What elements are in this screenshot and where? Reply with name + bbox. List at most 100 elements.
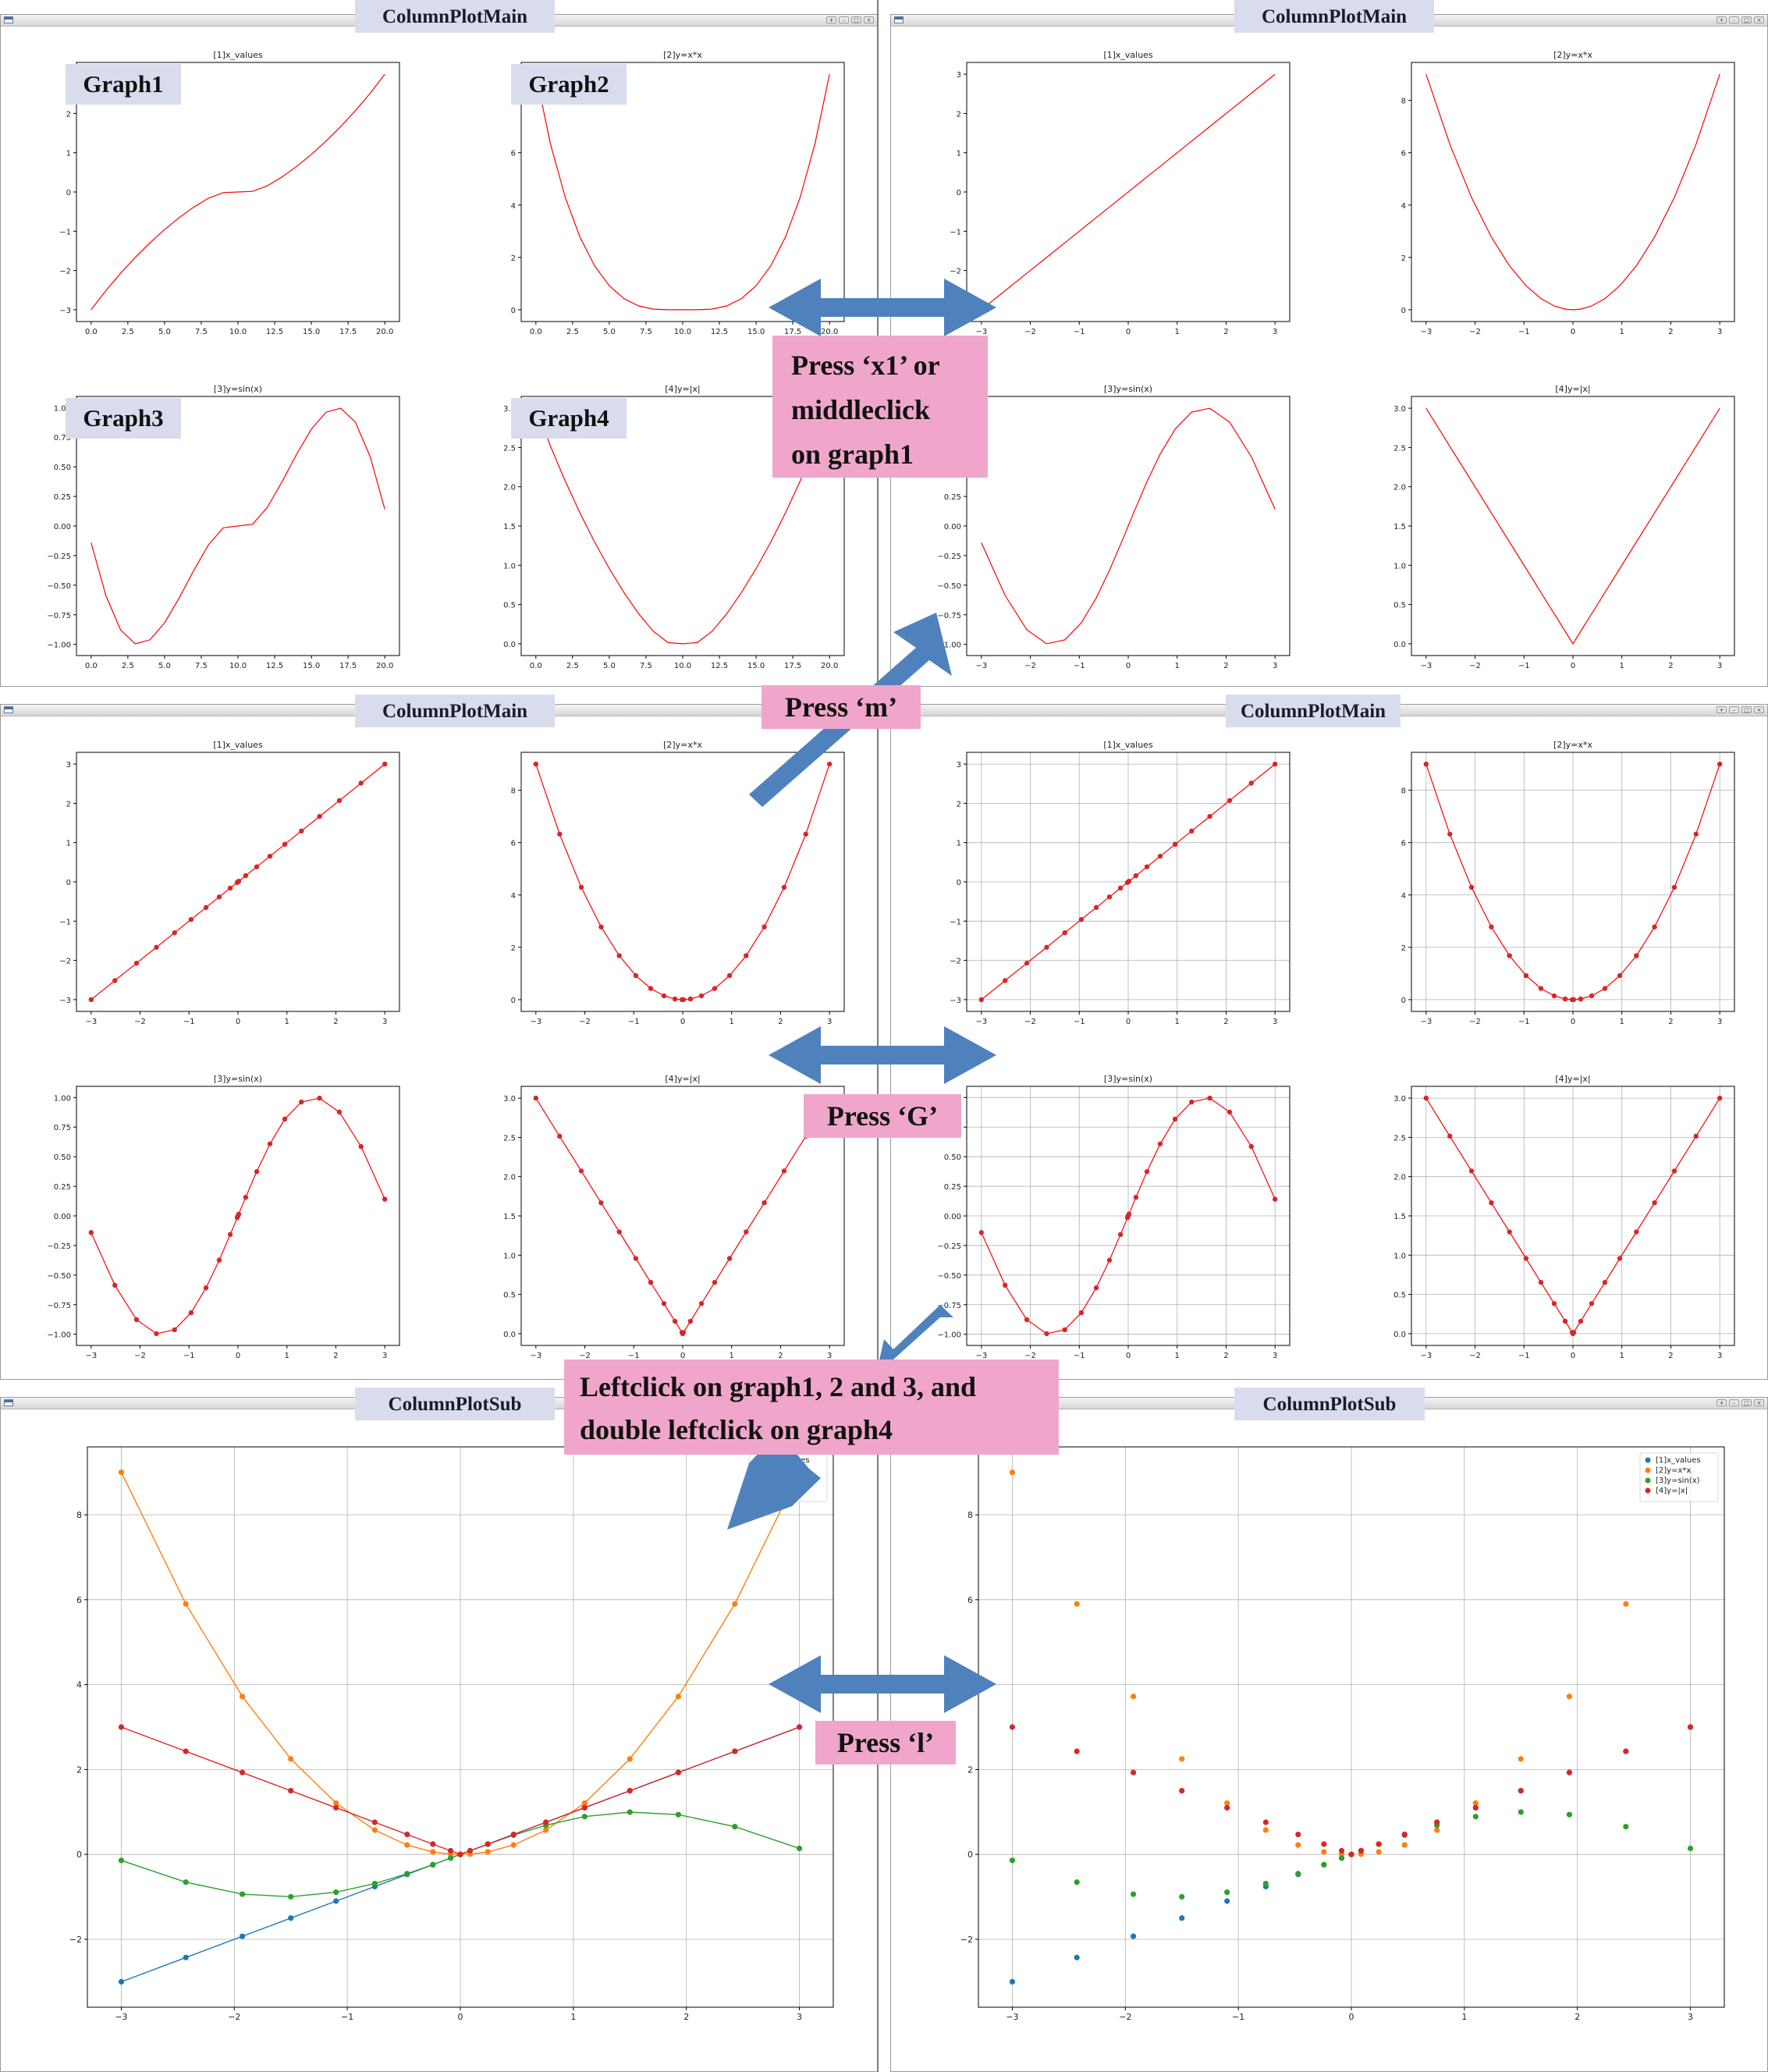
y-tick-label: 0.0	[503, 641, 516, 649]
data-point	[172, 929, 177, 936]
data-point	[382, 1196, 388, 1202]
x-tick-label: 12.5	[266, 662, 283, 670]
x-tick-label: 1	[1175, 1018, 1180, 1026]
data-point	[1074, 1748, 1080, 1754]
window-app-icon[interactable]	[894, 16, 904, 23]
data-point	[1295, 1842, 1301, 1848]
x-tick-label: 2	[778, 1352, 783, 1360]
x-tick-label: 12.5	[711, 662, 728, 670]
minimize-button[interactable]: –	[1729, 1399, 1739, 1406]
maximize-button[interactable]: □	[851, 16, 861, 23]
y-tick-label: 1	[66, 150, 71, 158]
data-point	[1423, 761, 1429, 767]
data-point	[267, 853, 273, 859]
x-tick-label: 10.0	[229, 662, 247, 670]
window-app-icon[interactable]	[4, 16, 13, 23]
x-tick-label: 20.0	[376, 662, 393, 670]
configure-subplots-button[interactable]: +	[1717, 1399, 1727, 1406]
x-tick-label: −2	[1024, 1018, 1036, 1026]
data-point	[371, 1819, 378, 1825]
maximize-button[interactable]: □	[1741, 16, 1752, 23]
x-tick-label: 10.0	[229, 328, 247, 336]
data-point	[1321, 1841, 1327, 1847]
y-tick-label: 3	[957, 761, 961, 769]
y-tick-label: −1.00	[47, 642, 71, 650]
x-tick-label: 0	[1571, 328, 1575, 336]
x-tick-label: 1	[285, 1018, 289, 1026]
chart-title: [2]y=x*x	[1553, 50, 1592, 60]
y-tick-label: 0.00	[944, 523, 961, 531]
window-app-icon[interactable]	[4, 706, 13, 713]
data-point	[358, 780, 364, 786]
x-tick-label: 10.0	[674, 328, 691, 336]
x-tick-label: 5.0	[603, 328, 616, 336]
configure-subplots-button[interactable]: +	[1717, 16, 1727, 23]
data-point	[1551, 1301, 1557, 1306]
x-tick-label: 15.0	[303, 328, 320, 336]
x-tick-label: 1	[730, 1018, 734, 1026]
data-point	[1144, 864, 1150, 869]
x-tick-label: 15.0	[747, 328, 765, 336]
x-tick-label: −1	[1518, 1018, 1530, 1026]
x-tick-label: 1	[1620, 1018, 1624, 1026]
data-point	[557, 1133, 563, 1139]
window-main-1[interactable]: + – □ ×	[0, 14, 878, 687]
data-point	[1224, 1898, 1230, 1904]
data-point	[1376, 1841, 1382, 1847]
x-tick-label: 2	[683, 2012, 689, 2022]
data-point	[1248, 780, 1254, 786]
x-tick-label: −2	[1469, 328, 1481, 336]
x-tick-label: 3	[382, 1352, 387, 1360]
x-tick-label: 12.5	[266, 328, 283, 336]
configure-subplots-button[interactable]: +	[1717, 706, 1727, 713]
y-tick-label: 1	[957, 150, 961, 158]
close-button[interactable]: ×	[1754, 16, 1764, 23]
data-point	[485, 1849, 491, 1855]
x-tick-label: −2	[1469, 1018, 1481, 1026]
y-tick-label: 0	[1401, 997, 1406, 1005]
x-tick-label: −1	[1074, 662, 1085, 670]
y-tick-label: 0	[66, 189, 71, 197]
minimize-button[interactable]: –	[1729, 706, 1739, 713]
data-point	[781, 884, 787, 890]
data-point	[1652, 924, 1657, 929]
data-point	[1571, 1330, 1577, 1335]
data-point	[726, 1256, 733, 1261]
data-point	[581, 1804, 588, 1811]
data-point	[1224, 1800, 1230, 1806]
window-sub-2[interactable]: + – □ ×	[890, 1397, 1768, 2072]
data-point	[216, 1257, 222, 1263]
data-point	[510, 1831, 517, 1838]
window-sub-1[interactable]: + – □ ×	[0, 1397, 878, 2072]
x-tick-label: 7.5	[195, 328, 208, 336]
y-tick-label: 6	[511, 150, 516, 158]
y-tick-label: 4	[76, 1680, 82, 1690]
close-button[interactable]: ×	[864, 16, 874, 23]
data-point	[1130, 1769, 1137, 1775]
data-point	[543, 1819, 549, 1825]
x-tick-label: 3	[1688, 2012, 1693, 2022]
y-tick-label: 2.0	[503, 1174, 516, 1182]
y-tick-label: −1	[950, 918, 961, 926]
x-tick-label: 20.0	[821, 328, 838, 336]
diagonal-arrow-icon	[727, 1420, 821, 1530]
configure-subplots-button[interactable]: +	[826, 16, 836, 23]
maximize-button[interactable]: □	[1741, 706, 1752, 713]
data-point	[1518, 1756, 1524, 1762]
y-tick-label: 1	[957, 840, 961, 848]
data-point	[203, 905, 209, 911]
data-point	[1472, 1800, 1479, 1806]
x-tick-label: −3	[1420, 1018, 1432, 1026]
close-button[interactable]: ×	[1754, 706, 1764, 713]
data-point	[978, 1230, 985, 1235]
y-tick-label: 8	[1401, 787, 1406, 796]
maximize-button[interactable]: □	[1741, 1399, 1752, 1406]
minimize-button[interactable]: –	[1729, 16, 1739, 23]
close-button[interactable]: ×	[1754, 1399, 1764, 1406]
x-tick-label: 10.0	[674, 662, 691, 670]
minimize-button[interactable]: –	[839, 16, 849, 23]
window-main-2[interactable]: + – □ ×	[890, 14, 1768, 687]
y-tick-label: 0.50	[54, 464, 71, 472]
data-point	[1295, 1871, 1301, 1877]
window-app-icon[interactable]	[4, 1399, 13, 1406]
